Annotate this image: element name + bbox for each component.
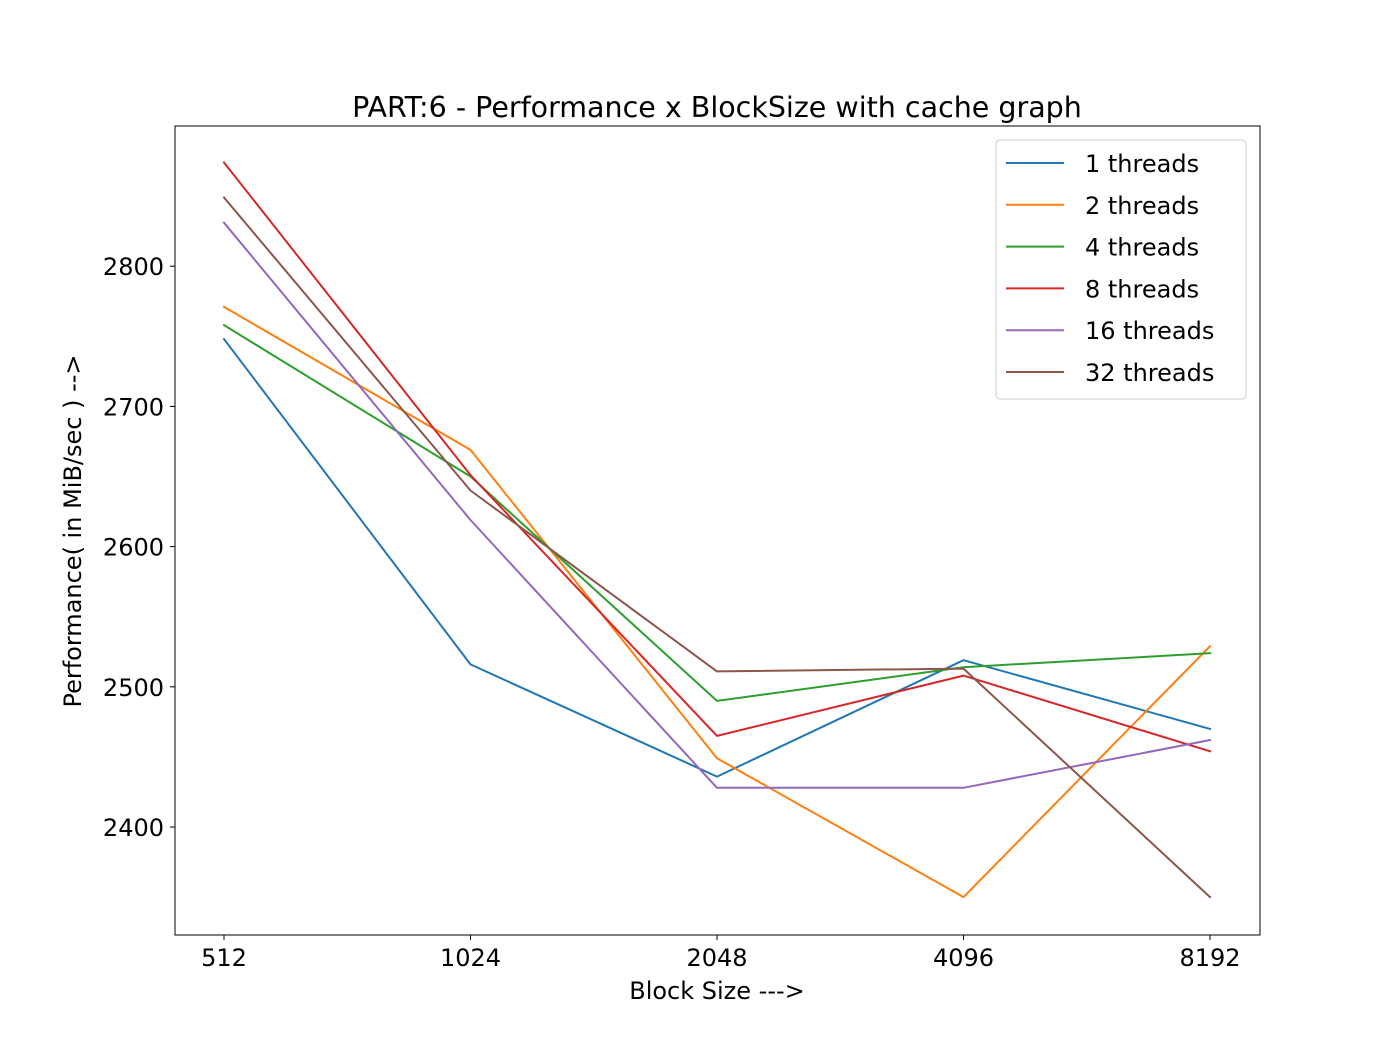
legend-label-1-threads: 1 threads bbox=[1085, 150, 1199, 178]
y-tick-label: 2800 bbox=[103, 253, 164, 281]
legend-label-8-threads: 8 threads bbox=[1085, 275, 1199, 303]
series-line-2-threads bbox=[222, 305, 1212, 899]
series-line-8-threads bbox=[222, 161, 1212, 753]
x-axis: 512 1024 2048 4096 8192 bbox=[201, 935, 1241, 972]
y-tick-label: 2600 bbox=[103, 534, 164, 562]
legend-label-2-threads: 2 threads bbox=[1085, 192, 1199, 220]
x-tick-label: 2048 bbox=[686, 944, 747, 972]
plot-lines bbox=[222, 161, 1212, 899]
series-line-32-threads bbox=[222, 196, 1212, 899]
legend-label-32-threads: 32 threads bbox=[1085, 359, 1214, 387]
legend-label-16-threads: 16 threads bbox=[1085, 317, 1214, 345]
y-tick-label: 2400 bbox=[103, 814, 164, 842]
series-line-4-threads bbox=[222, 323, 1212, 702]
series-line-16-threads bbox=[222, 221, 1212, 789]
legend: 1 threads 2 threads 4 threads 8 threads 16 t… bbox=[995, 139, 1247, 400]
x-tick-label: 8192 bbox=[1179, 944, 1240, 972]
y-axis-label: Performance( in MiB/sec ) --> bbox=[59, 354, 87, 707]
chart-title: PART:6 - Performance x BlockSize with ca… bbox=[352, 91, 1082, 124]
x-axis-label: Block Size ---> bbox=[629, 977, 805, 1005]
x-tick-label: 4096 bbox=[933, 944, 994, 972]
legend-label-4-threads: 4 threads bbox=[1085, 234, 1199, 262]
series-line-1-threads bbox=[222, 337, 1212, 778]
x-tick-label: 1024 bbox=[440, 944, 501, 972]
y-axis: 2400 2500 2600 2700 2800 bbox=[103, 253, 175, 842]
y-tick-label: 2700 bbox=[103, 393, 164, 421]
y-tick-label: 2500 bbox=[103, 674, 164, 702]
x-tick-label: 512 bbox=[201, 944, 247, 972]
